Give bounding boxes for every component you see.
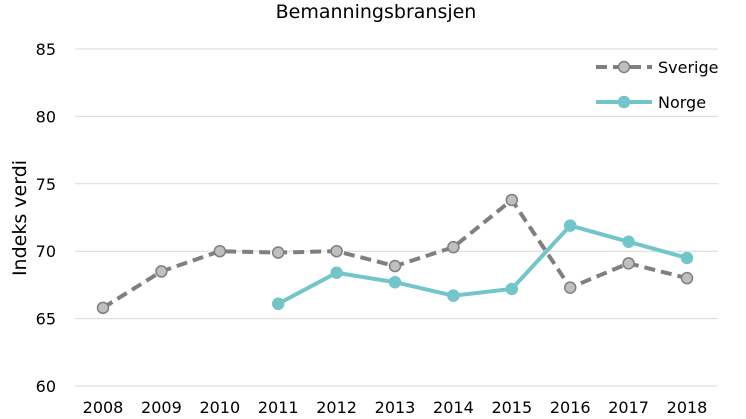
data-point: [271, 297, 285, 311]
y-tick-label: 70: [36, 242, 56, 261]
data-point: [96, 301, 110, 315]
legend-swatch-marker: [617, 95, 631, 109]
x-tick-label: 2015: [491, 398, 532, 417]
x-tick-label: 2008: [83, 398, 124, 417]
x-axis-ticks: 2008 2009 2010 2011 2012 2013 2014 2015 2016 2017…: [83, 398, 708, 417]
data-point: [622, 257, 635, 270]
data-point: [271, 246, 285, 259]
legend: Sverige Norge: [596, 58, 719, 112]
data-point: [505, 193, 519, 207]
series-layer: [96, 193, 694, 315]
x-tick-label: 2016: [550, 398, 591, 417]
series-norge: [271, 219, 694, 311]
data-point: [447, 240, 460, 254]
data-point: [388, 259, 402, 273]
x-tick-label: 2017: [608, 398, 649, 417]
x-tick-label: 2013: [375, 398, 416, 417]
chart-title: Bemanningsbransjen: [276, 1, 477, 23]
data-point: [563, 281, 577, 294]
series-line: [277, 223, 688, 306]
y-axis-label: Indeks verdi: [9, 160, 31, 276]
x-tick-label: 2014: [433, 398, 474, 417]
series-sverige: [96, 193, 694, 315]
legend-label: Sverige: [658, 58, 719, 77]
x-tick-label: 2009: [141, 398, 182, 417]
y-tick-label: 80: [36, 107, 56, 126]
gridlines: [75, 48, 718, 387]
data-point: [563, 219, 577, 232]
data-point: [447, 289, 460, 302]
series-line: [101, 197, 688, 310]
y-tick-label: 65: [36, 310, 56, 329]
legend-label: Norge: [658, 93, 706, 112]
data-point: [388, 275, 402, 289]
y-tick-label: 85: [36, 40, 56, 59]
data-point: [213, 244, 227, 258]
data-point: [155, 265, 168, 278]
data-point: [622, 235, 635, 249]
x-tick-label: 2011: [258, 398, 299, 417]
data-point: [680, 271, 694, 285]
x-tick-label: 2010: [199, 398, 240, 417]
x-tick-label: 2018: [667, 398, 708, 417]
legend-swatch-marker: [617, 60, 631, 74]
y-tick-label: 75: [36, 175, 56, 194]
data-point: [330, 244, 343, 258]
data-point: [505, 282, 519, 296]
data-point: [680, 251, 694, 265]
data-point: [330, 266, 343, 280]
x-tick-label: 2012: [316, 398, 357, 417]
y-axis-ticks: 60 65 70 75 80 85: [36, 40, 56, 396]
y-tick-label: 60: [36, 377, 56, 396]
